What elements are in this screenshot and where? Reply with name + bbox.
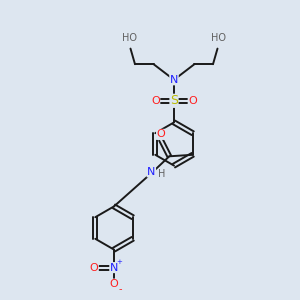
Text: O: O (151, 96, 160, 106)
Text: H: H (158, 169, 166, 179)
Text: N: N (170, 75, 178, 85)
Text: O: O (89, 262, 98, 273)
Text: N: N (147, 167, 155, 177)
Text: -: - (118, 284, 122, 295)
Text: HO: HO (122, 33, 137, 43)
Text: S: S (170, 94, 178, 107)
Text: HO: HO (211, 33, 226, 43)
Text: O: O (157, 129, 165, 140)
Text: +: + (116, 259, 122, 265)
Text: O: O (188, 96, 197, 106)
Text: N: N (110, 262, 118, 273)
Text: O: O (110, 279, 118, 289)
